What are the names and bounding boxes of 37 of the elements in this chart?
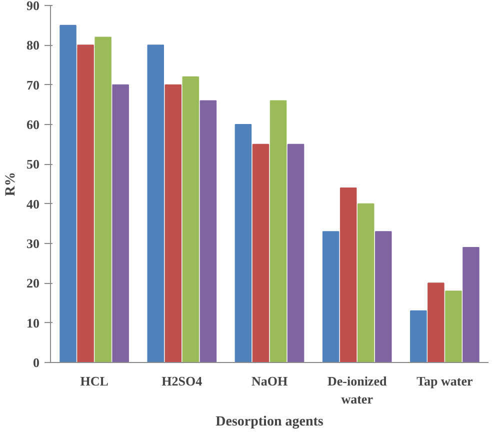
y-tick-label: 10	[26, 315, 40, 330]
bar	[60, 24, 76, 362]
bar	[112, 84, 129, 362]
y-tick-label: 80	[26, 38, 40, 53]
y-tick-label: 70	[26, 77, 40, 92]
bar	[182, 76, 200, 362]
bar	[428, 282, 444, 362]
y-tick-label: 50	[26, 156, 40, 172]
y-tick-label: 20	[26, 276, 40, 291]
bar	[287, 144, 304, 362]
bar	[94, 36, 112, 362]
y-axis-title: R%	[4, 172, 18, 196]
x-tick-label: H2SO4	[162, 374, 203, 388]
y-tick-label: 0	[33, 355, 40, 370]
bar	[77, 44, 94, 362]
bar	[164, 84, 182, 362]
bar	[410, 310, 427, 362]
y-tick-label: 90	[26, 0, 40, 13]
x-tick-label: De-ionized water	[327, 374, 388, 406]
x-axis-title: Desorption agents	[216, 414, 324, 430]
y-tick-label: 30	[26, 236, 40, 251]
bar	[200, 100, 217, 362]
bar	[462, 246, 480, 362]
x-tick-label: HCL	[80, 374, 109, 388]
bar	[270, 100, 287, 362]
bar	[147, 44, 164, 362]
bar	[234, 124, 252, 362]
x-tick-label: NaOH	[251, 374, 288, 388]
bar	[445, 290, 462, 362]
bar	[374, 231, 392, 362]
y-tick-label: 60	[26, 117, 40, 132]
bar	[252, 144, 270, 362]
bar	[357, 203, 374, 362]
bar	[340, 187, 357, 362]
bar	[322, 231, 340, 362]
y-tick-label: 40	[26, 196, 40, 212]
x-tick-label: Tap water	[416, 374, 474, 388]
